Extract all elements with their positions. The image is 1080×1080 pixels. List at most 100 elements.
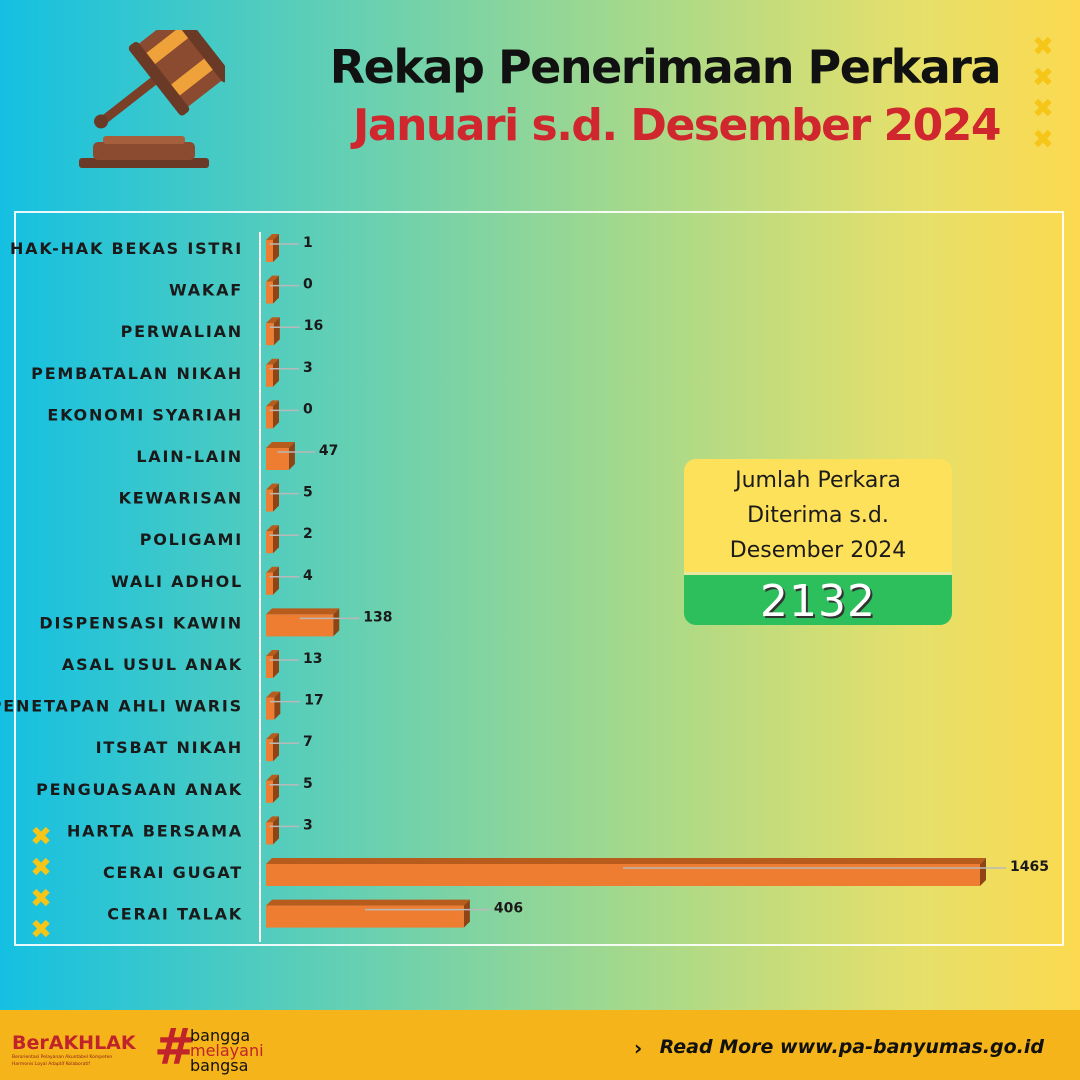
bar-top (266, 733, 279, 740)
category-label: ASAL USUL ANAK (62, 655, 243, 674)
category-label: DISPENSASI KAWIN (39, 613, 243, 632)
bar-side (273, 483, 279, 512)
chart-frame (14, 211, 1064, 946)
category-label: WAKAF (169, 281, 243, 300)
bar-top (266, 275, 279, 282)
value-label: 3 (303, 360, 313, 376)
value-label: 47 (319, 443, 338, 459)
bar-side (273, 733, 279, 762)
category-label: HARTA BERSAMA (67, 821, 243, 840)
value-label: 138 (363, 609, 392, 625)
bar (266, 531, 273, 554)
cross-icon: ✖ (1032, 63, 1054, 93)
bar-side (273, 234, 279, 262)
slogan-word: bangga (190, 1026, 251, 1045)
category-label: PENGUASAAN ANAK (36, 780, 243, 799)
category-label: PEMBATALAN NIKAH (31, 364, 243, 383)
read-more-link[interactable]: Read More www.pa-banyumas.go.id (659, 1036, 1044, 1058)
bar-top (266, 650, 279, 656)
bar-side (980, 858, 986, 886)
value-label: 13 (303, 651, 322, 667)
total-label-line: Jumlah Perkara (735, 468, 901, 493)
category-label: WALI ADHOL (111, 572, 243, 591)
total-card: Jumlah Perkara Diterima s.d. Desember 20… (684, 459, 952, 625)
bar-top (266, 774, 279, 781)
cross-icon: ✖ (1032, 32, 1054, 62)
bar (266, 406, 273, 429)
value-label: 0 (303, 277, 313, 293)
bar-side (273, 275, 279, 304)
category-label: PENETAPAN AHLI WARIS (0, 697, 243, 716)
value-label: 7 (303, 734, 313, 750)
hashtag-icon: # (154, 1018, 196, 1076)
bar-top (266, 608, 340, 615)
bar (266, 489, 273, 512)
bar-top (266, 400, 279, 407)
bar-side (273, 317, 280, 346)
bar-top (266, 358, 279, 365)
bar (266, 240, 273, 262)
value-label: 4 (303, 568, 313, 584)
value-label: 1 (303, 235, 313, 251)
cross-icon: ✖ (30, 853, 52, 883)
bar (266, 281, 273, 304)
bar-side (273, 650, 279, 678)
bar (266, 905, 464, 928)
bar-side (274, 691, 281, 720)
category-label: HAK-HAK BEKAS ISTRI (10, 239, 243, 258)
slogan: bangga melayani bangsa (190, 1026, 264, 1075)
bar-side (463, 899, 470, 928)
bar-side (288, 442, 295, 470)
value-label: 406 (494, 901, 523, 917)
value-label: 0 (303, 401, 313, 417)
decor-cross-marks-bottom: ✖ ✖ ✖ ✖ (26, 822, 56, 946)
bar-side (273, 816, 279, 845)
bar-side (273, 774, 279, 803)
category-label: KEWARISAN (119, 489, 243, 508)
bar (266, 780, 273, 803)
decor-cross-marks-top: ✖ ✖ ✖ ✖ (1028, 32, 1058, 156)
bar-top (266, 858, 986, 864)
cross-icon: ✖ (30, 915, 52, 945)
bar-side (333, 608, 340, 637)
value-label: 2 (303, 526, 313, 542)
bar-top (266, 816, 279, 823)
value-label: 17 (304, 693, 323, 709)
bar-top (266, 442, 295, 448)
value-label: 3 (303, 817, 313, 833)
category-label: PERWALIAN (121, 322, 243, 341)
category-label: CERAI GUGAT (103, 863, 243, 882)
page-subtitle: Januari s.d. Desember 2024 (353, 100, 1002, 151)
bar-top (266, 525, 279, 532)
bar (266, 572, 273, 595)
value-label: 5 (303, 776, 313, 792)
bar-chart: HAK-HAK BEKAS ISTRI 1 WAKAF 0 PERWALIAN 16 PEM… (0, 234, 1049, 928)
gavel-icon (79, 30, 225, 168)
value-label: 5 (303, 485, 313, 501)
page-title: Rekap Penerimaan Perkara (329, 40, 1002, 94)
footer: BerAKHLAK Berorientasi Pelayanan Akuntab… (0, 1010, 1080, 1080)
value-label: 1465 (1010, 859, 1049, 875)
bar-top (266, 691, 281, 698)
bar-top (266, 483, 279, 490)
bar-top (266, 566, 279, 573)
slogan-word: melayani (190, 1041, 264, 1060)
bar (266, 697, 275, 720)
bar-top (266, 899, 470, 906)
bar-side (273, 525, 279, 554)
category-label: POLIGAMI (140, 530, 243, 549)
total-label-line: Diterima s.d. (747, 503, 889, 528)
bar-side (273, 566, 279, 595)
bar-side (273, 400, 279, 429)
bar (266, 323, 274, 346)
berakhlak-tagline: Berorientasi Pelayanan Akuntabel Kompete… (12, 1055, 113, 1067)
cross-icon: ✖ (1032, 94, 1054, 124)
bar (266, 614, 334, 637)
bar-top (266, 234, 279, 240)
chevron-right-icon: › (634, 1036, 643, 1060)
bar-side (273, 358, 279, 387)
total-value: 2132 (684, 572, 952, 625)
bar (266, 864, 980, 886)
slogan-word: bangsa (190, 1056, 249, 1075)
category-label: CERAI TALAK (107, 905, 243, 924)
